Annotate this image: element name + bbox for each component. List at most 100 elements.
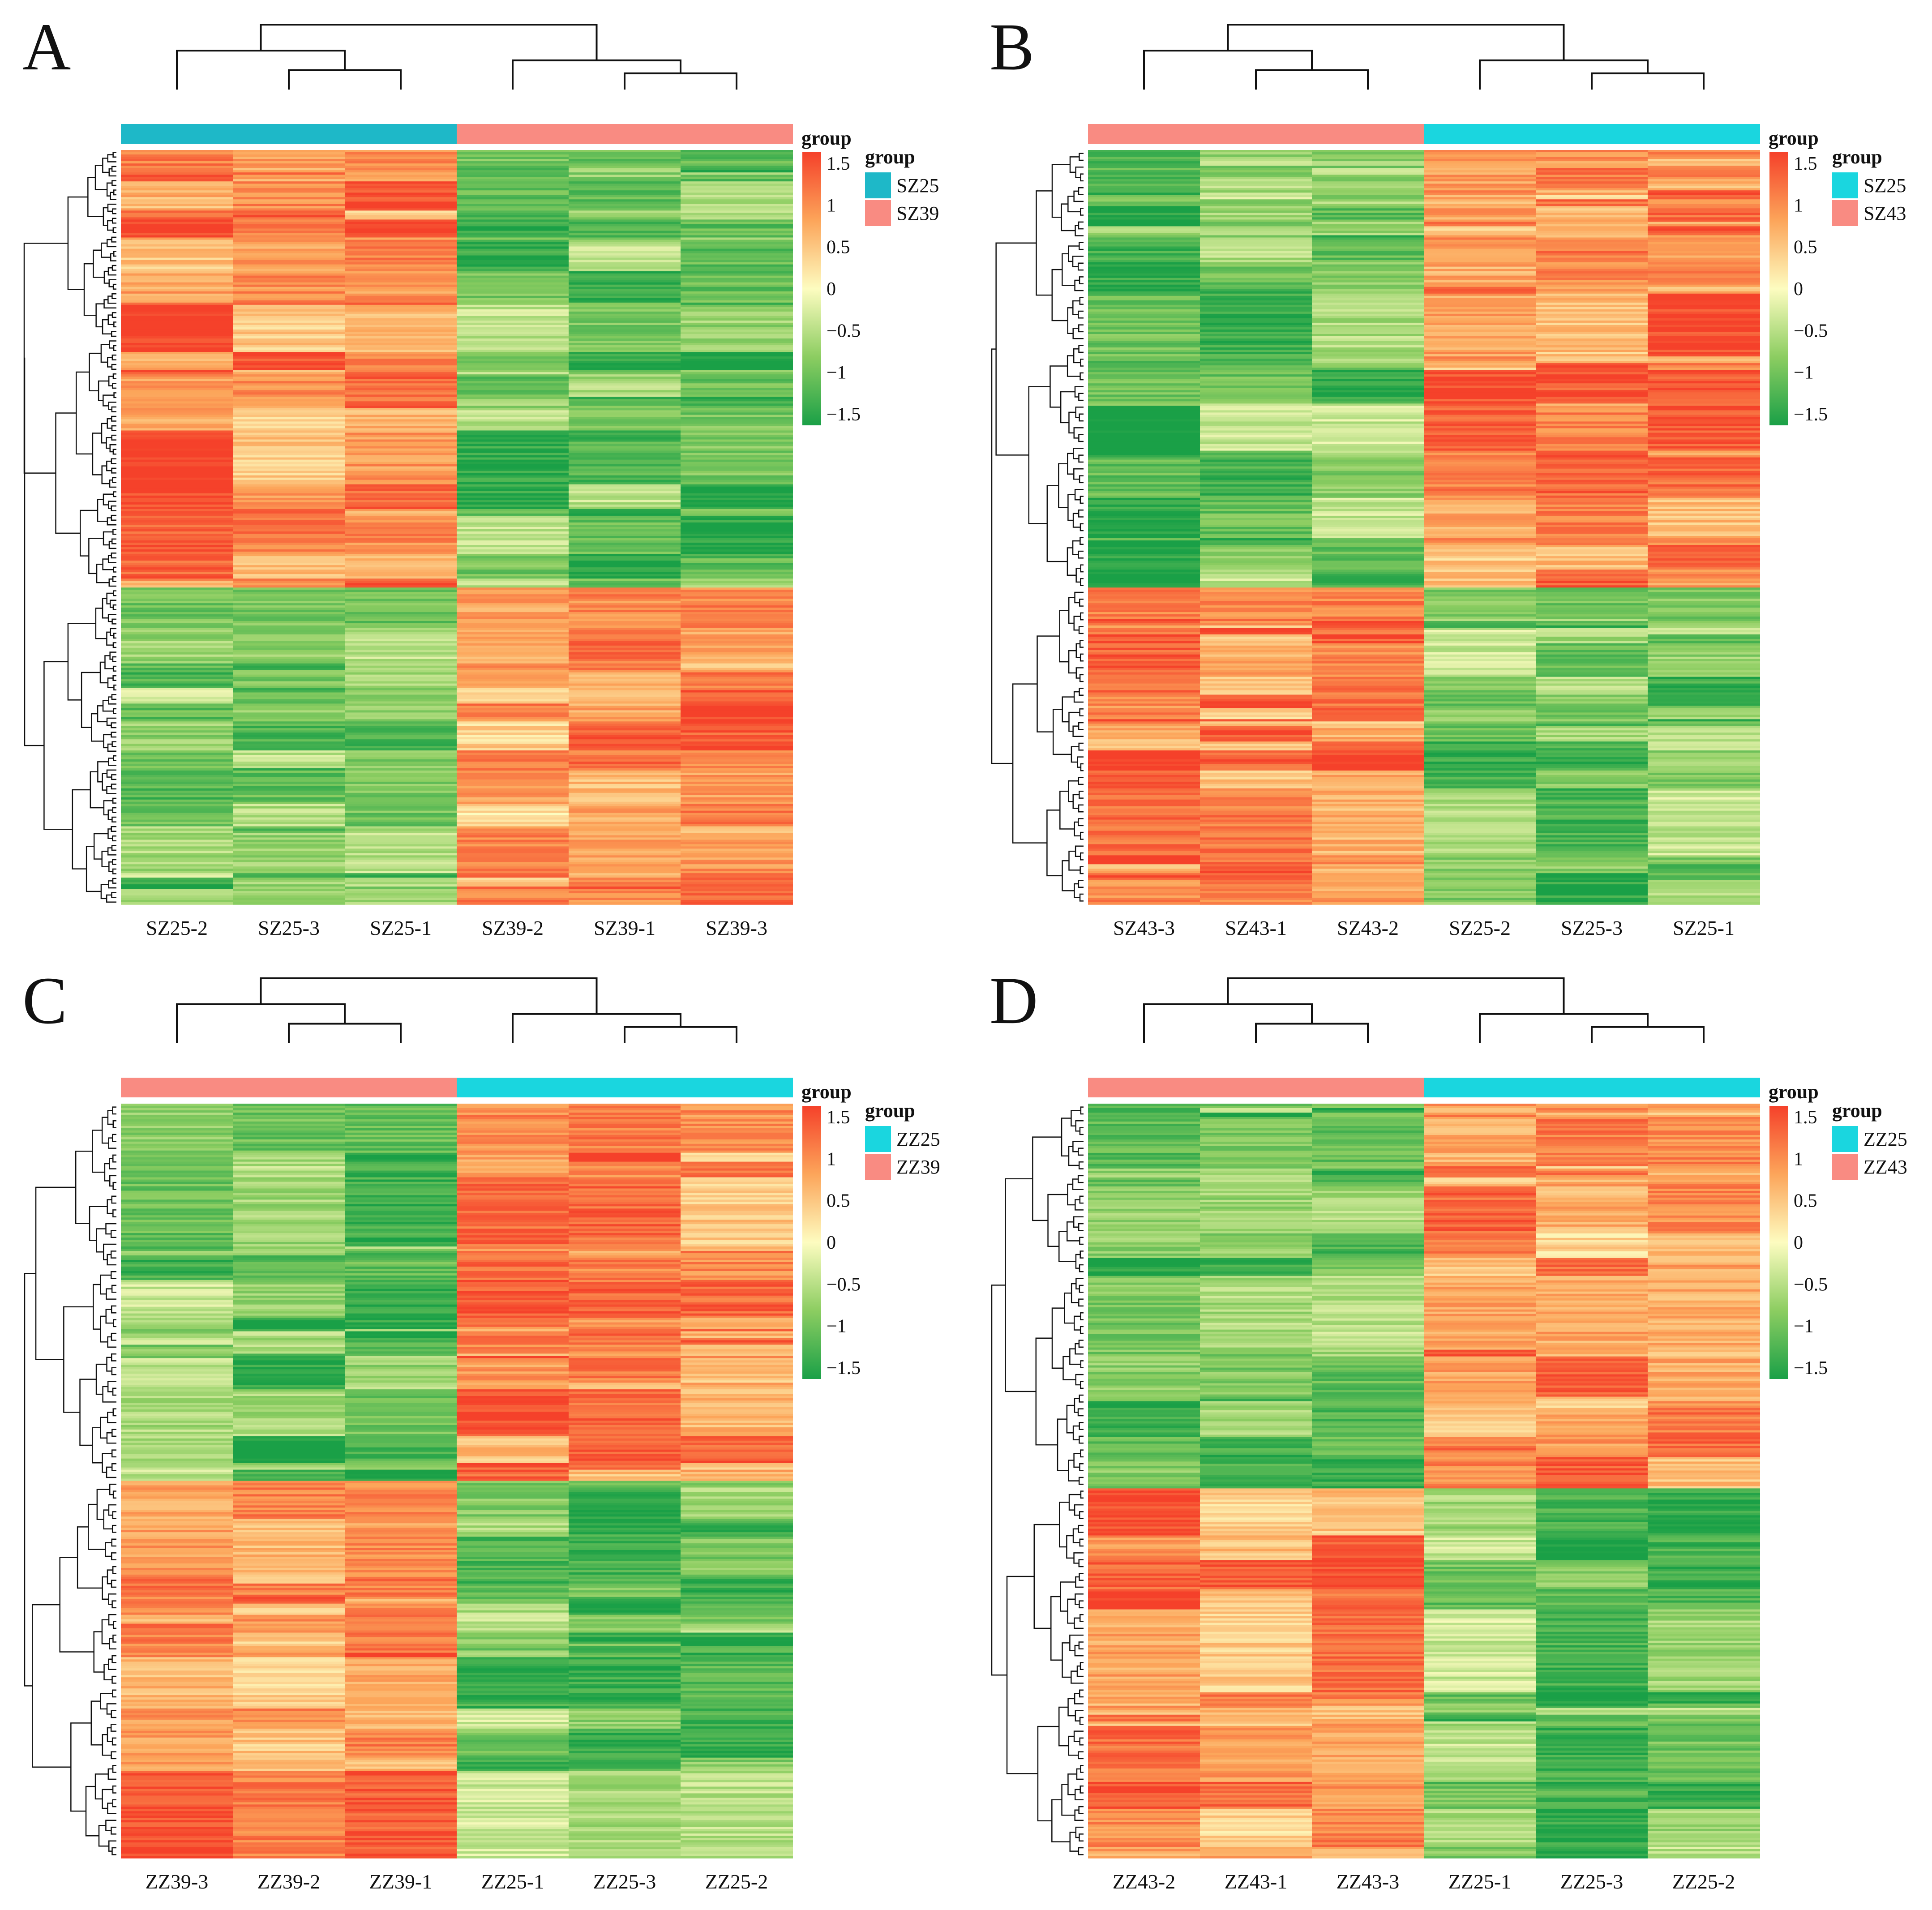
heatmap-cell [1088, 815, 1200, 818]
heatmap-cell [121, 244, 233, 247]
heatmap-cell [233, 844, 345, 847]
heatmap-cell [1536, 374, 1648, 377]
heatmap-cell [681, 1268, 793, 1272]
heatmap-cell [1648, 746, 1760, 749]
heatmap-cell [569, 320, 681, 323]
heatmap-cell [1424, 692, 1536, 695]
heatmap-cell [457, 1262, 569, 1265]
heatmap-cell [1200, 257, 1312, 261]
heatmap-cell [457, 697, 569, 700]
heatmap-cell [1648, 311, 1760, 314]
heatmap-cell [1200, 426, 1312, 429]
heatmap-cell [1536, 748, 1648, 751]
heatmap-cell [1312, 175, 1424, 177]
heatmap-cell [1312, 383, 1424, 386]
heatmap-cell [233, 668, 345, 671]
heatmap-cell [345, 316, 457, 319]
heatmap-cell [681, 902, 793, 905]
heatmap-cell [1536, 601, 1648, 604]
heatmap-cell [233, 634, 345, 637]
heatmap-cell [569, 873, 681, 876]
heatmap-cell [457, 493, 569, 496]
heatmap-cell [1424, 567, 1536, 570]
heatmap-cell [1312, 647, 1424, 651]
heatmap-cell [681, 886, 793, 889]
heatmap-cell [121, 484, 233, 487]
heatmap-cell [233, 619, 345, 621]
heatmap-cell [1424, 379, 1536, 382]
heatmap-cell [233, 799, 345, 802]
heatmap-cell [345, 377, 457, 380]
heatmap-cell [681, 815, 793, 818]
heatmap-cell [1648, 884, 1760, 887]
heatmap-cell [1648, 448, 1760, 451]
heatmap-cell [1536, 455, 1648, 458]
heatmap-cell [569, 842, 681, 845]
heatmap-cell [233, 336, 345, 339]
heatmap-cell [1312, 813, 1424, 816]
heatmap-cell [1648, 486, 1760, 489]
heatmap-cell [233, 902, 345, 905]
heatmap-cell [1536, 857, 1648, 861]
heatmap-cell [1200, 643, 1312, 646]
dendrogram-branch [112, 449, 116, 455]
heatmap-cell [1312, 534, 1424, 536]
heatmap-cell [681, 759, 793, 762]
heatmap-cell [233, 291, 345, 294]
heatmap-cell [121, 1257, 233, 1260]
heatmap-cell [1648, 159, 1760, 162]
heatmap-cell [681, 493, 793, 496]
heatmap-cell [1200, 399, 1312, 402]
heatmap-cell [1536, 480, 1648, 483]
heatmap-cell [681, 1215, 793, 1218]
heatmap-cell [681, 703, 793, 707]
heatmap-cell [233, 654, 345, 657]
heatmap-cell [569, 1275, 681, 1278]
heatmap-cell [681, 354, 793, 357]
heatmap-cell [457, 873, 569, 876]
heatmap-cell [681, 1173, 793, 1176]
heatmap-cell [681, 392, 793, 395]
heatmap-cell [1536, 882, 1648, 885]
heatmap-cell [1200, 515, 1312, 518]
heatmap-cell [569, 835, 681, 838]
heatmap-cell [681, 233, 793, 236]
heatmap-cell [569, 619, 681, 621]
dendrogram-branch [1068, 597, 1075, 624]
heatmap-cell [345, 882, 457, 885]
dendrogram-branch [1074, 279, 1084, 291]
heatmap-cell [1200, 491, 1312, 494]
heatmap-cell [457, 433, 569, 436]
heatmap-cell [233, 764, 345, 767]
dendrogram-branch [1078, 310, 1084, 319]
heatmap-cell [457, 213, 569, 216]
heatmap-cell [457, 656, 569, 660]
heatmap-cell [1200, 775, 1312, 778]
heatmap-cell [457, 855, 569, 858]
heatmap-cell [121, 1253, 233, 1256]
heatmap-cell [345, 1273, 457, 1276]
heatmap-cell [121, 1282, 233, 1285]
heatmap-cell [681, 556, 793, 559]
heatmap-cell [1424, 184, 1536, 186]
heatmap-cell [1088, 184, 1200, 186]
heatmap-cell [345, 645, 457, 648]
heatmap-cell [1536, 730, 1648, 733]
heatmap-cell [1536, 237, 1648, 240]
heatmap-cell [1648, 851, 1760, 854]
heatmap-cell [681, 322, 793, 325]
heatmap-cell [681, 822, 793, 825]
heatmap-cell [457, 397, 569, 400]
heatmap-cell [1200, 862, 1312, 865]
heatmap-cell [681, 1195, 793, 1198]
heatmap-cell [681, 770, 793, 773]
heatmap-cell [1424, 372, 1536, 375]
heatmap-cell [1088, 430, 1200, 433]
heatmap-cell [1312, 650, 1424, 653]
heatmap-cell [345, 226, 457, 229]
heatmap-cell [569, 201, 681, 205]
heatmap-cell [1648, 215, 1760, 218]
heatmap-cell [1312, 269, 1424, 272]
heatmap-cell [1200, 302, 1312, 305]
heatmap-cell [569, 354, 681, 357]
